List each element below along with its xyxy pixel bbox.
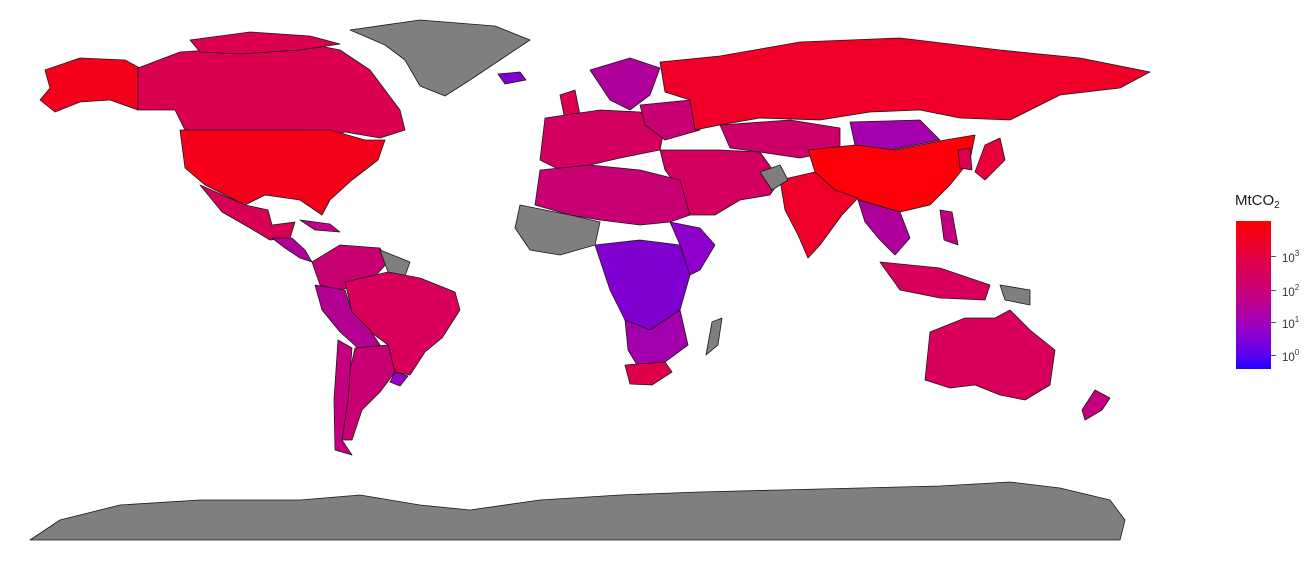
country-uruguay [389, 371, 409, 387]
country-southern-africa [624, 309, 689, 371]
country-madagascar-no-data [705, 317, 723, 356]
legend-tick [1271, 290, 1276, 291]
country-western-europe [539, 109, 666, 171]
legend-tick [1271, 322, 1276, 323]
country-guianas-no-data [379, 249, 411, 277]
legend-tick [1271, 256, 1276, 257]
africa [514, 164, 723, 386]
country-png-no-data [999, 284, 1031, 306]
legend-color-bar [1236, 221, 1271, 369]
country-afghanistan-no-data [759, 164, 789, 191]
country-mexico [199, 184, 296, 241]
country-ukraine-belarus [639, 99, 701, 141]
arctic-islands [189, 31, 341, 55]
country-korea [957, 147, 973, 171]
country-east-africa [669, 221, 716, 276]
europe [539, 57, 701, 171]
country-peru-bolivia [314, 284, 381, 351]
country-cuba [299, 219, 341, 233]
country-india [779, 171, 859, 259]
country-scandinavia [589, 57, 661, 111]
asia [659, 37, 1151, 306]
country-southeast-asia [857, 199, 911, 256]
greenland-no-data [349, 19, 531, 97]
country-indonesia [879, 261, 991, 301]
legend-tick-label-1e2: 102 [1282, 283, 1300, 299]
legend-tick-label-1e1: 101 [1282, 315, 1300, 331]
legend-tick [1271, 355, 1276, 356]
legend-tick-label-1e3: 103 [1282, 249, 1300, 265]
legend-title: MtCO2 [1235, 192, 1280, 211]
country-mongolia [849, 119, 941, 151]
country-philippines [939, 209, 959, 246]
country-new-zealand [1081, 389, 1111, 421]
south-america [311, 244, 461, 456]
country-australia [924, 309, 1056, 401]
country-japan [974, 137, 1006, 181]
country-alaska-usa [39, 57, 141, 113]
country-chile [333, 339, 353, 456]
legend-tick-label-1e0: 100 [1282, 348, 1300, 364]
north-america [39, 41, 406, 263]
country-west-africa-no-data [514, 204, 601, 256]
country-central-america [271, 237, 313, 263]
country-iceland [497, 71, 527, 85]
country-canada [137, 41, 406, 141]
country-russia [659, 37, 1151, 131]
country-usa [179, 129, 386, 216]
antarctica-no-data [29, 481, 1126, 541]
country-south-africa [624, 361, 673, 386]
